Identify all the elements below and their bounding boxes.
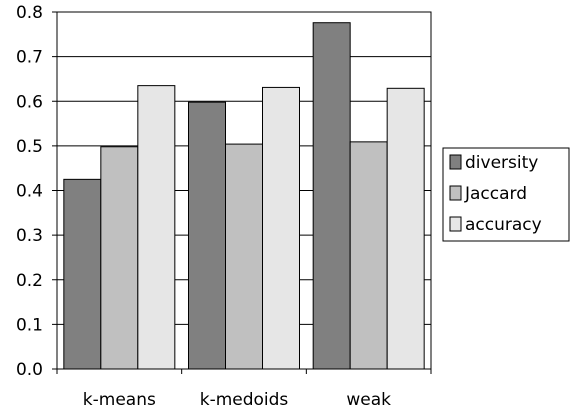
y-tick-label: 0.8 [16, 3, 43, 23]
legend-label: diversity [465, 153, 538, 173]
legend-swatch [449, 185, 462, 201]
legend-swatch [449, 154, 462, 170]
x-category-label: k-medoids [200, 390, 289, 410]
bar-accuracy-k-medoids [262, 86, 300, 370]
legend: diversity Jaccard accuracy [442, 147, 570, 242]
bars [63, 22, 425, 370]
x-category-label: k-means [83, 390, 156, 410]
y-tick-label: 0.5 [16, 137, 43, 157]
bar-diversity-weak [312, 22, 351, 370]
legend-box [442, 147, 570, 242]
y-tick-label: 0.6 [16, 92, 43, 112]
y-tick-label: 0.4 [16, 182, 43, 202]
y-tick-label: 0.0 [16, 360, 43, 380]
axes: 0.0 0.1 0.2 0.3 0.4 0.5 0.6 0.7 0.8 k-means k-medo… [16, 3, 432, 410]
legend-label: accuracy [465, 215, 542, 235]
bar-diversity-k-means [63, 178, 102, 370]
plot-area-frame [56, 11, 432, 370]
y-tick-label: 0.2 [16, 271, 43, 291]
y-tick-label: 0.7 [16, 48, 43, 68]
bar-jaccard-k-medoids [225, 143, 263, 370]
legend-label: Jaccard [464, 184, 527, 204]
legend-swatch [449, 216, 462, 232]
bar-jaccard-weak [349, 141, 388, 370]
bar-jaccard-k-means [100, 146, 139, 370]
x-category-label: weak [346, 390, 391, 410]
bar-accuracy-weak [386, 87, 425, 370]
bar-accuracy-k-means [137, 85, 176, 370]
y-tick-label: 0.3 [16, 226, 43, 246]
bar-diversity-k-medoids [188, 101, 226, 370]
y-tick-label: 0.1 [16, 315, 43, 335]
